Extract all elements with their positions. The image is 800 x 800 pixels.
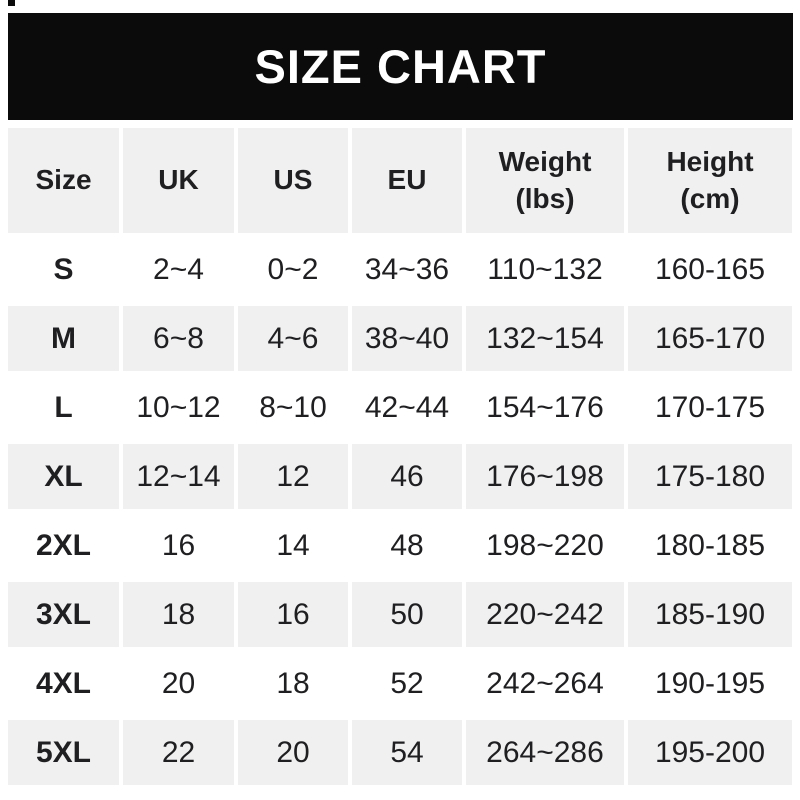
table-row-5xl: 5XL 22 20 54 264~286 195-200 xyxy=(8,720,792,785)
cell-height: 185-190 xyxy=(628,582,792,647)
cell-weight: 110~132 xyxy=(487,252,603,286)
cell-uk: 20 xyxy=(161,666,196,700)
header-cell-height: Height (cm) xyxy=(628,128,792,233)
cell-us: 18 xyxy=(276,666,310,700)
cell-uk: 12~14 xyxy=(123,444,234,509)
cell-weight: 154~176 xyxy=(486,390,604,424)
cell-us: 4~6 xyxy=(238,306,348,371)
cell-weight: 242~264 xyxy=(486,666,604,700)
header-cell-us: US xyxy=(238,128,348,233)
top-left-crop-mark xyxy=(8,0,15,6)
cell-eu: 34~36 xyxy=(364,252,450,286)
cell-us: 14 xyxy=(276,528,310,562)
cell-size: S xyxy=(53,252,74,286)
cell-uk: 6~8 xyxy=(123,306,234,371)
cell-height: 175-180 xyxy=(628,444,792,509)
cell-eu: 50 xyxy=(352,582,462,647)
header-cell-weight: Weight (lbs) xyxy=(466,128,624,233)
cell-uk: 18 xyxy=(123,582,234,647)
page-title: SIZE CHART xyxy=(254,40,547,93)
table-row-xl: XL 12~14 12 46 176~198 175-180 xyxy=(8,444,792,509)
table-header-row: Size UK US EU Weight (lbs) Height (cm) xyxy=(8,128,792,233)
cell-size: 4XL xyxy=(35,666,92,700)
cell-eu: 48 xyxy=(390,528,424,562)
cell-us: 16 xyxy=(238,582,348,647)
cell-weight: 132~154 xyxy=(466,306,624,371)
cell-eu: 42~44 xyxy=(364,390,450,424)
cell-eu: 38~40 xyxy=(352,306,462,371)
cell-size: M xyxy=(8,306,119,371)
cell-us: 20 xyxy=(238,720,348,785)
cell-size: XL xyxy=(8,444,119,509)
cell-height: 160-165 xyxy=(654,252,766,286)
cell-weight: 198~220 xyxy=(486,528,604,562)
cell-size: 2XL xyxy=(35,528,92,562)
cell-height: 170-175 xyxy=(654,390,766,424)
cell-weight: 176~198 xyxy=(466,444,624,509)
cell-size: 5XL xyxy=(8,720,119,785)
cell-eu: 54 xyxy=(352,720,462,785)
cell-height: 165-170 xyxy=(628,306,792,371)
size-chart-banner: SIZE CHART xyxy=(8,13,793,120)
cell-height: 190-195 xyxy=(654,666,766,700)
cell-height: 195-200 xyxy=(628,720,792,785)
cell-uk: 2~4 xyxy=(153,252,204,286)
cell-eu: 46 xyxy=(352,444,462,509)
cell-uk: 10~12 xyxy=(136,390,221,424)
cell-size: 3XL xyxy=(8,582,119,647)
cell-uk: 16 xyxy=(161,528,196,562)
cell-eu: 52 xyxy=(390,666,424,700)
cell-uk: 22 xyxy=(123,720,234,785)
table-row-l: L 10~12 8~10 42~44 154~176 170-175 xyxy=(8,375,792,440)
cell-size: L xyxy=(54,390,73,424)
cell-us: 8~10 xyxy=(259,390,327,424)
header-cell-uk: UK xyxy=(123,128,234,233)
table-row-4xl: 4XL 20 18 52 242~264 190-195 xyxy=(8,651,792,716)
cell-weight: 264~286 xyxy=(466,720,624,785)
size-table: Size UK US EU Weight (lbs) Height (cm) S… xyxy=(8,128,792,785)
header-cell-size: Size xyxy=(8,128,119,233)
table-row-s: S 2~4 0~2 34~36 110~132 160-165 xyxy=(8,237,792,302)
cell-us: 12 xyxy=(238,444,348,509)
cell-us: 0~2 xyxy=(267,252,319,286)
table-row-m: M 6~8 4~6 38~40 132~154 165-170 xyxy=(8,306,792,371)
cell-weight: 220~242 xyxy=(466,582,624,647)
table-row-2xl: 2XL 16 14 48 198~220 180-185 xyxy=(8,513,792,578)
table-row-3xl: 3XL 18 16 50 220~242 185-190 xyxy=(8,582,792,647)
header-cell-eu: EU xyxy=(352,128,462,233)
cell-height: 180-185 xyxy=(654,528,766,562)
